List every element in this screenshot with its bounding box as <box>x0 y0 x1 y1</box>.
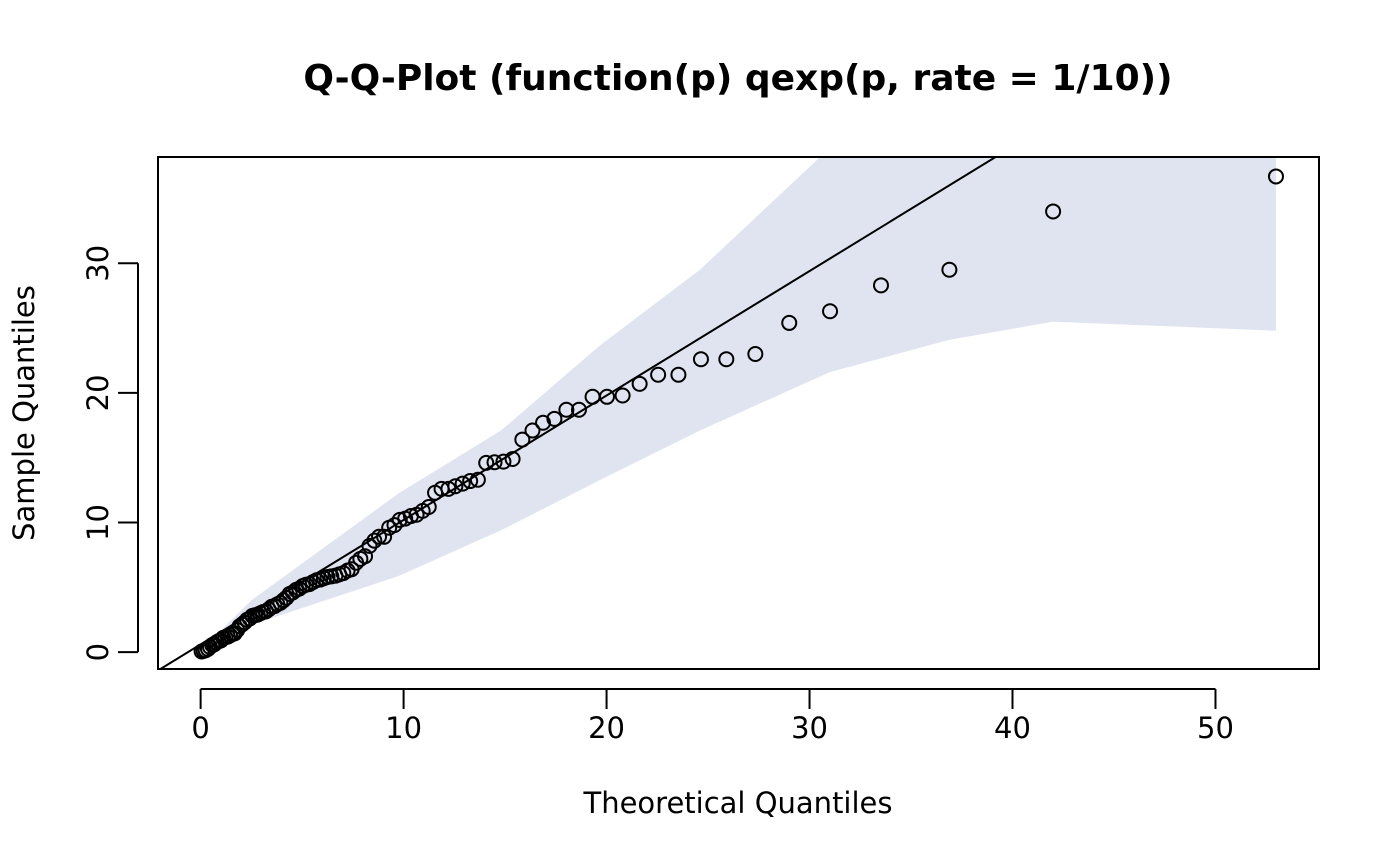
point <box>1267 168 1284 185</box>
point <box>478 454 495 471</box>
point <box>570 401 587 418</box>
x-axis-title: Theoretical Quantiles <box>582 786 892 820</box>
x-tick-label: 30 <box>791 711 828 745</box>
point <box>650 366 667 383</box>
point <box>447 478 464 495</box>
confidence-band <box>201 157 1276 653</box>
point <box>718 351 735 368</box>
point <box>781 314 798 331</box>
x-tick-label: 50 <box>1197 711 1234 745</box>
point <box>941 261 958 278</box>
point <box>546 410 563 427</box>
plot-frame <box>157 156 1320 670</box>
point <box>376 528 393 545</box>
plot-area <box>158 157 1284 669</box>
point <box>514 431 531 448</box>
y-tick-label: 0 <box>81 643 115 661</box>
y-tick-label: 10 <box>81 504 115 541</box>
point <box>631 375 648 392</box>
point <box>524 422 541 439</box>
point <box>440 480 457 497</box>
point <box>469 471 486 488</box>
point <box>361 537 378 554</box>
y-tick-label: 30 <box>81 245 115 282</box>
point <box>486 454 503 471</box>
point <box>504 451 521 468</box>
point <box>357 548 374 565</box>
chart-title: Q-Q-Plot (function(p) qexp(p, rate = 1/1… <box>303 58 1172 99</box>
point <box>454 475 471 492</box>
point <box>872 277 889 294</box>
point <box>670 366 687 383</box>
point <box>420 498 437 515</box>
y-tick-label: 20 <box>81 374 115 411</box>
point <box>692 351 709 368</box>
point <box>598 388 615 405</box>
x-tick-label: 10 <box>385 711 422 745</box>
point <box>495 453 512 470</box>
point <box>822 303 839 320</box>
point <box>535 414 552 431</box>
point <box>747 346 764 363</box>
y-axis-title: Sample Quantiles <box>7 285 41 541</box>
x-tick-label: 20 <box>588 711 625 745</box>
point <box>614 387 631 404</box>
point <box>366 532 383 549</box>
x-tick-label: 40 <box>994 711 1031 745</box>
point <box>1045 203 1062 220</box>
x-tick-label: 0 <box>191 711 209 745</box>
reference-line <box>158 157 998 669</box>
point <box>371 528 388 545</box>
point <box>558 401 575 418</box>
point <box>462 473 479 490</box>
